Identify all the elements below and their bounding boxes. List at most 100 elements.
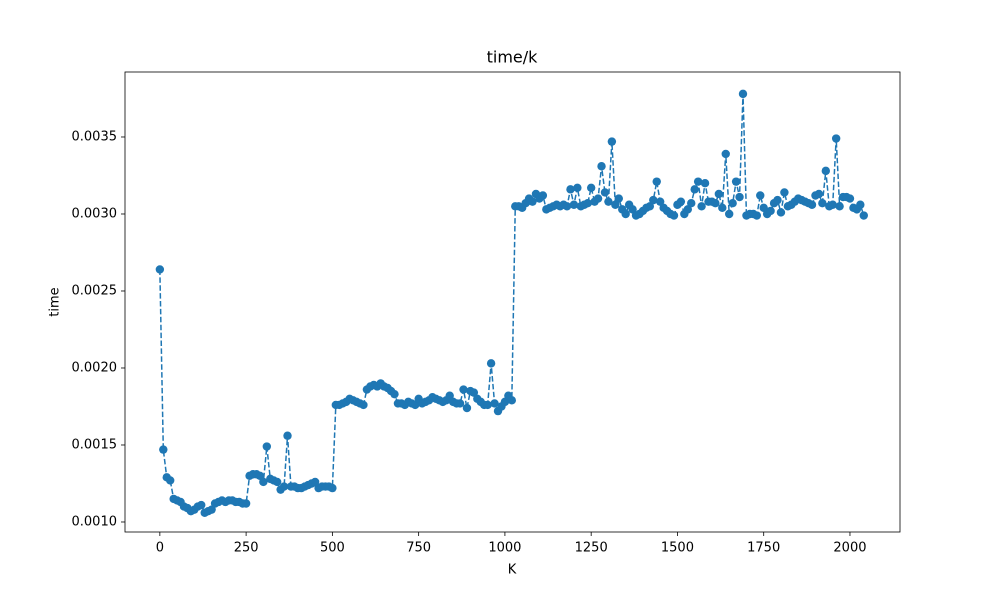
data-point (207, 505, 216, 514)
data-point (259, 477, 268, 487)
data-point (776, 208, 786, 217)
data-point (241, 499, 251, 508)
data-point (828, 200, 837, 209)
data-point (197, 500, 206, 510)
x-tick-label: 0 (156, 541, 164, 556)
data-point (676, 197, 686, 206)
y-tick-label: 0.0030 (72, 206, 118, 221)
data-point (756, 191, 765, 200)
x-tick-label: 2000 (833, 541, 866, 556)
data-point (831, 134, 841, 143)
y-tick-label: 0.0015 (72, 437, 118, 452)
data-point (486, 359, 496, 368)
data-point (628, 205, 637, 214)
data-point (621, 209, 630, 219)
data-point (697, 202, 706, 211)
data-point (500, 397, 510, 407)
data-point (780, 188, 789, 197)
data-point (597, 162, 606, 171)
data-point (731, 177, 741, 186)
data-point (683, 205, 692, 214)
data-point (735, 192, 744, 202)
data-point (459, 385, 468, 394)
x-tick-label: 1750 (747, 541, 780, 556)
data-point (818, 199, 827, 208)
x-tick-label: 1500 (661, 541, 694, 556)
data-point (600, 188, 610, 197)
data-point (645, 202, 655, 211)
data-point (655, 197, 665, 206)
data-point (652, 177, 661, 186)
data-point (814, 189, 824, 199)
plot-frame (124, 71, 901, 533)
data-point (693, 177, 703, 186)
data-point (255, 471, 265, 480)
data-point (562, 202, 572, 211)
data-point (766, 206, 775, 216)
data-point (845, 194, 855, 203)
data-point (569, 200, 579, 209)
data-point (445, 391, 454, 400)
data-point (469, 388, 479, 397)
data-point (272, 477, 282, 487)
data-point (528, 197, 537, 206)
data-point (607, 137, 617, 146)
data-point (283, 431, 292, 440)
data-point (586, 183, 596, 193)
data-point (718, 203, 727, 213)
x-tick-label: 500 (320, 541, 345, 556)
data-point (166, 476, 175, 485)
data-point (835, 202, 844, 211)
data-point (669, 211, 679, 220)
data-point (604, 197, 613, 206)
data-point (714, 189, 724, 199)
x-tick-label: 250 (234, 541, 259, 556)
data-point (566, 185, 575, 194)
data-point (856, 200, 865, 209)
data-point (649, 195, 658, 205)
data-point (687, 199, 696, 208)
y-tick-label: 0.0035 (72, 129, 118, 144)
data-point (507, 396, 517, 405)
data-point (462, 403, 472, 413)
data-point (538, 191, 548, 200)
data-point (262, 442, 272, 451)
y-tick-label: 0.0020 (72, 360, 118, 375)
data-point (773, 195, 782, 205)
data-point (721, 149, 730, 159)
data-point (483, 400, 492, 410)
data-point (155, 265, 165, 274)
data-point (738, 89, 748, 99)
data-point (759, 203, 768, 213)
data-point (711, 199, 720, 208)
data-point (724, 209, 734, 219)
data-point (410, 400, 420, 410)
x-tick-label: 1000 (488, 541, 521, 556)
data-point (690, 185, 699, 194)
data-point (611, 200, 620, 209)
data-point (821, 166, 831, 176)
data-point (455, 399, 465, 408)
x-tick-label: 1250 (575, 541, 608, 556)
data-point (807, 200, 817, 209)
data-point (593, 194, 603, 203)
data-point (700, 178, 710, 188)
data-point (328, 483, 337, 493)
data-point (583, 199, 592, 208)
chart-title: time/k (487, 48, 539, 67)
data-point (728, 199, 737, 208)
data-point (359, 400, 368, 410)
data-point (614, 194, 623, 203)
data-point (159, 445, 168, 454)
x-axis-label: K (508, 563, 517, 578)
data-point (310, 477, 320, 487)
y-tick-label: 0.0010 (72, 514, 118, 529)
data-point (390, 389, 399, 399)
data-point (490, 399, 499, 408)
data-point (573, 183, 582, 193)
data-point (859, 211, 868, 220)
y-axis-label: time (48, 287, 63, 316)
